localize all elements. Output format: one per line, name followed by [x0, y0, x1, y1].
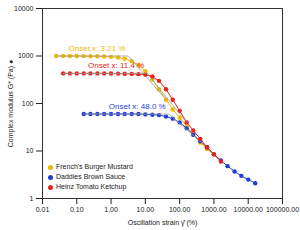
html-text:Daddies Brown Sauce: Daddies Brown Sauce — [56, 173, 126, 180]
svg-text:10000.00: 10000.00 — [234, 206, 263, 213]
svg-text:10000: 10000 — [14, 5, 34, 12]
svg-text:Onset x: 3.21 %: Onset x: 3.21 % — [69, 44, 126, 53]
svg-text:1000.00: 1000.00 — [201, 206, 226, 213]
svg-text:0.10: 0.10 — [70, 206, 84, 213]
svg-text:0.01: 0.01 — [36, 206, 50, 213]
svg-text:10: 10 — [26, 147, 34, 154]
svg-text:Onset x: 11.4 %: Onset x: 11.4 % — [88, 61, 144, 70]
svg-text:100: 100 — [22, 100, 34, 107]
svg-text:Complex modulus G* (Pa) ●: Complex modulus G* (Pa) ● — [7, 60, 15, 147]
html-text:Heinz Tomato Ketchup: Heinz Tomato Ketchup — [56, 183, 127, 190]
html-text:French's Burger Mustard: French's Burger Mustard — [56, 163, 133, 170]
svg-text:1: 1 — [30, 195, 34, 202]
svg-text:Oscillation strain γ̂ (%): Oscillation strain γ̂ (%) — [128, 219, 198, 227]
svg-text:Onset x: 48.0 %: Onset x: 48.0 % — [109, 102, 166, 111]
svg-text:1.00: 1.00 — [104, 206, 118, 213]
svg-text:100000.00: 100000.00 — [266, 206, 299, 213]
svg-text:10.00: 10.00 — [137, 206, 155, 213]
svg-text:100.00: 100.00 — [169, 206, 191, 213]
svg-text:1000: 1000 — [18, 52, 34, 59]
